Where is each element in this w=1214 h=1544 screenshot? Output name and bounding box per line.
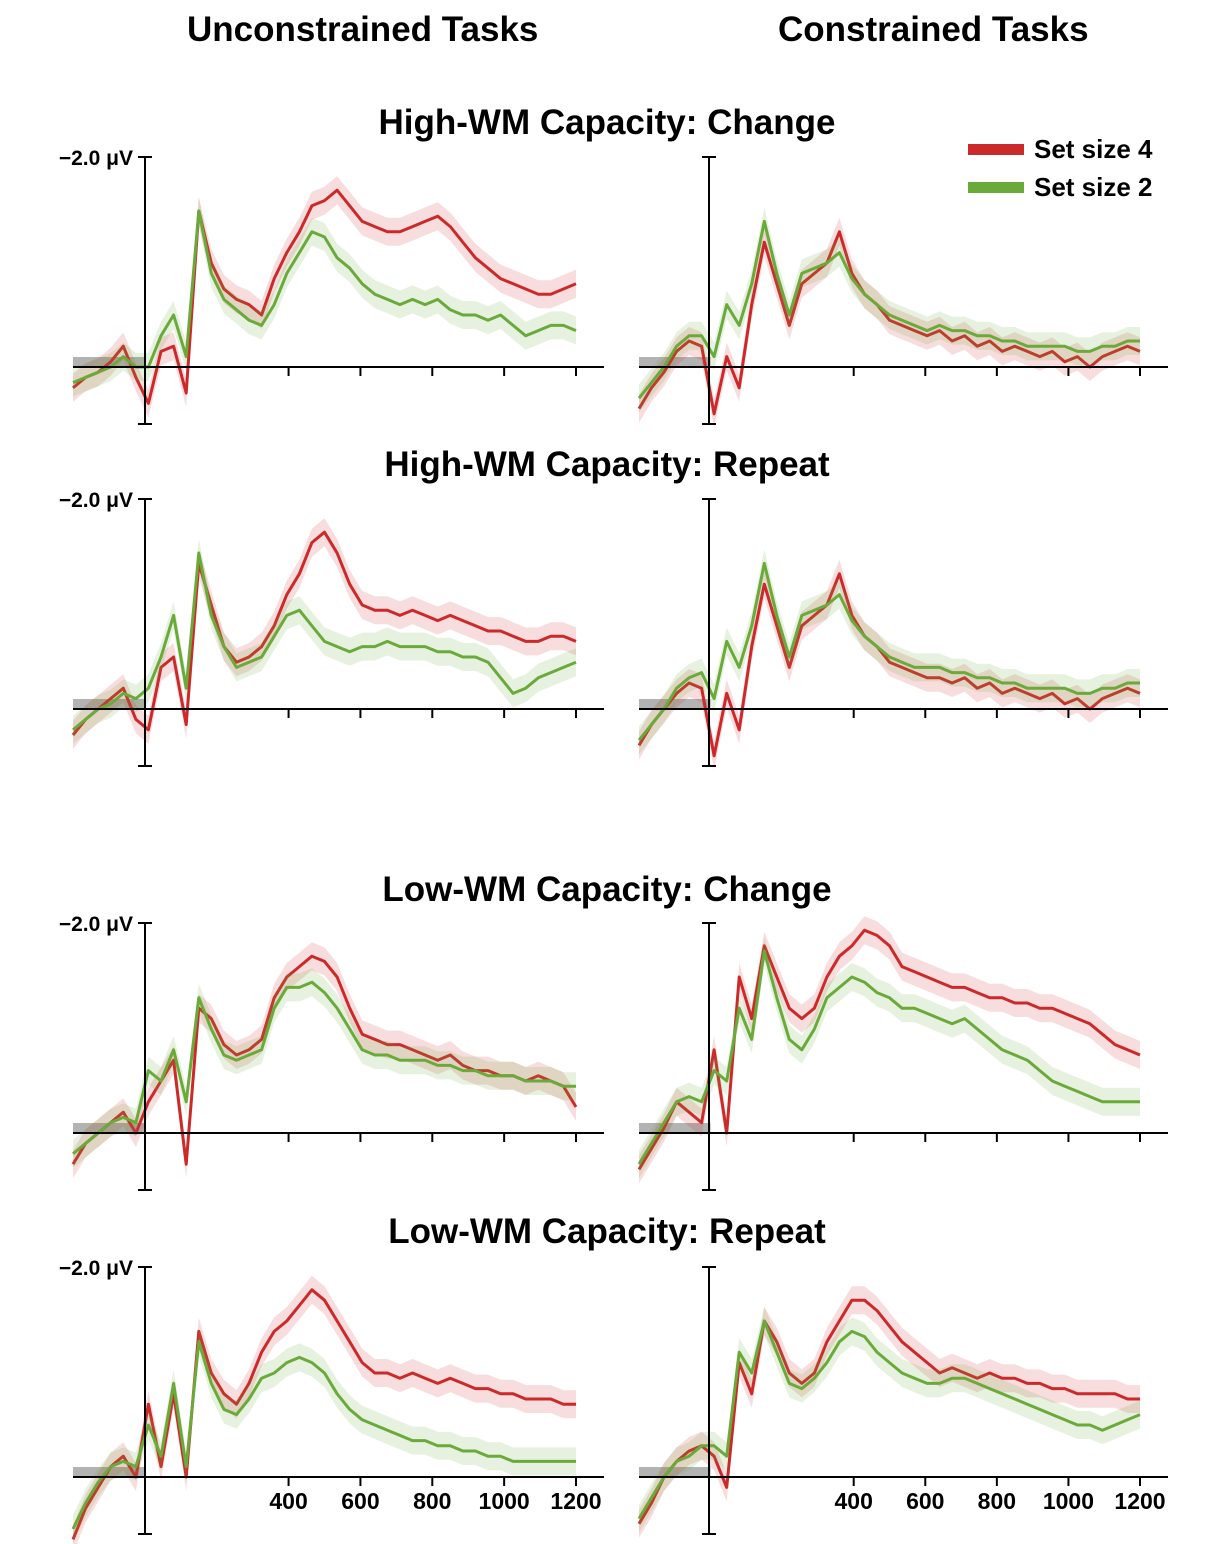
ci-band [639, 559, 1140, 770]
series-line [72, 551, 577, 731]
ci-band [73, 968, 576, 1168]
x-tick-label: 600 [341, 1488, 379, 1514]
row-title-high-change: High-WM Capacity: Change [378, 103, 836, 142]
series-line [72, 209, 577, 384]
legend-label-set-size-4: Set size 4 [1034, 133, 1153, 164]
baseline-bar [73, 1123, 145, 1133]
column-header-unconstrained: Unconstrained Tasks [187, 10, 539, 49]
series-line [637, 219, 1140, 400]
y-scale-label: −2.0 μV [59, 913, 133, 936]
series-line [637, 1319, 1141, 1520]
series-line [71, 530, 577, 736]
y-scale-label: −2.0 μV [59, 489, 133, 512]
baseline-bar [639, 357, 711, 367]
ci-band [639, 937, 1140, 1179]
legend-swatch-set-size-4 [968, 143, 1024, 155]
ci-band [639, 217, 1140, 428]
x-tick-label: 1000 [1043, 1488, 1094, 1514]
baseline-bar [639, 699, 711, 709]
x-tick-label: 800 [978, 1488, 1016, 1514]
ci-band [639, 207, 1140, 413]
series-line [637, 572, 1141, 758]
baseline-bar [639, 1467, 711, 1477]
series-line [637, 230, 1141, 416]
row-title-low-repeat: Low-WM Capacity: Repeat [388, 1212, 826, 1251]
baseline-bar [639, 1123, 711, 1133]
ci-band [639, 1307, 1140, 1533]
series-line [72, 188, 577, 405]
x-tick-label: 1200 [1114, 1488, 1165, 1514]
legend-label-set-size-2: Set size 2 [1034, 171, 1153, 202]
ci-band [73, 176, 576, 418]
legend-item-set-size-2: Set size 2 [968, 168, 1153, 206]
ci-band [639, 549, 1140, 755]
series-line [637, 928, 1141, 1171]
series-line [637, 949, 1140, 1165]
legend-swatch-set-size-2 [968, 181, 1024, 193]
legend-item-set-size-4: Set size 4 [968, 130, 1153, 168]
ci-band [73, 1327, 576, 1543]
x-tick-label: 800 [413, 1488, 451, 1514]
row-title-high-repeat: High-WM Capacity: Repeat [384, 445, 830, 484]
series-line [72, 980, 576, 1155]
x-tick-label: 600 [906, 1488, 944, 1514]
x-tick-label: 1200 [550, 1488, 601, 1514]
series-line [71, 1340, 576, 1530]
legend: Set size 4 Set size 2 [968, 130, 1153, 206]
y-scale-label: −2.0 μV [59, 147, 133, 170]
ci-band [639, 1286, 1140, 1538]
row-title-low-change: Low-WM Capacity: Change [382, 870, 832, 909]
column-header-constrained: Constrained Tasks [778, 10, 1089, 49]
x-tick-label: 400 [835, 1488, 873, 1514]
y-scale-label: −2.0 μV [59, 1257, 133, 1280]
series-line [637, 561, 1140, 742]
x-tick-label: 1000 [479, 1488, 530, 1514]
x-tick-label: 400 [269, 1488, 307, 1514]
series-line [71, 954, 578, 1166]
